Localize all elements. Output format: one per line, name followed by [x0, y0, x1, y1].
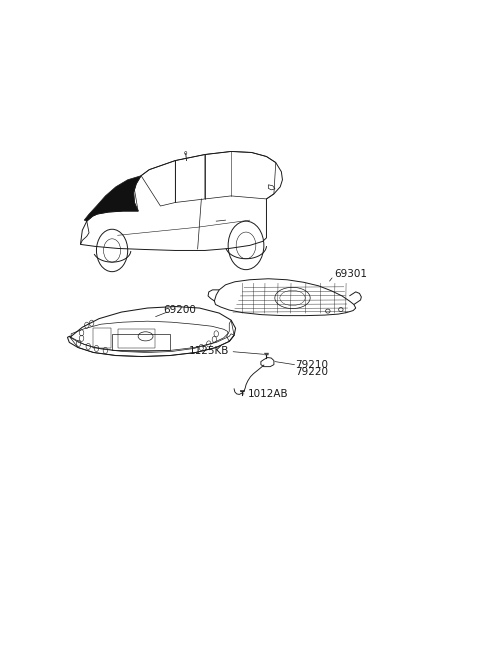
Text: 69200: 69200 [163, 305, 196, 315]
Text: 1125KB: 1125KB [189, 346, 229, 356]
Text: 1012AB: 1012AB [248, 389, 288, 399]
Polygon shape [240, 390, 244, 392]
Text: 69301: 69301 [335, 269, 368, 279]
Text: 79210: 79210 [295, 359, 328, 369]
Polygon shape [264, 353, 269, 355]
Polygon shape [84, 176, 141, 221]
Text: 79220: 79220 [295, 367, 328, 377]
